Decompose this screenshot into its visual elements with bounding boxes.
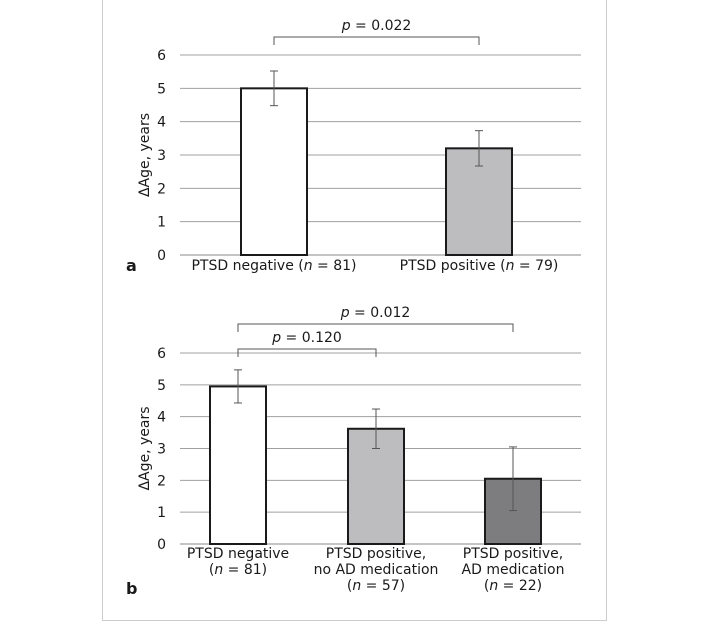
y-axis-label: ΔAge, years [137,113,153,197]
panel-label: a [126,256,137,275]
category-label: PTSD positive, [463,546,563,562]
chart-panel-a: 0 1 2 3 4 5 6 ΔAge, years PTSD negative (n = 81)… [126,18,581,275]
bar [240,87,308,257]
p-value-label: p = 0.120 [271,330,342,346]
y-tick-label: 3 [157,442,166,458]
p-value-label: p = 0.022 [341,18,412,34]
y-tick-label: 0 [157,248,166,264]
y-tick-label: 2 [157,181,166,197]
category-label: PTSD negative (n = 81) [191,258,356,274]
y-tick-label: 2 [157,473,166,489]
bar [209,385,267,545]
category-label: (n = 57) [347,578,405,594]
y-tick-label: 5 [157,81,166,97]
y-tick-label: 6 [157,48,166,64]
panel-label: b [126,579,137,598]
category-label: (n = 81) [209,562,267,578]
category-label: PTSD positive (n = 79) [400,258,559,274]
p-value-label: p = 0.012 [340,305,411,321]
y-tick-label: 1 [157,505,166,521]
y-tick-label: 3 [157,148,166,164]
significance-bracket [273,36,480,45]
category-label: no AD medication [314,562,439,578]
y-axis-label: ΔAge, years [137,406,153,490]
y-tick-label: 1 [157,215,166,231]
significance-bracket [237,323,514,332]
category-label: AD medication [462,562,565,578]
y-tick-label: 4 [157,115,166,131]
category-label: PTSD negative [187,546,289,562]
y-tick-label: 5 [157,378,166,394]
category-label: (n = 22) [484,578,542,594]
significance-bracket [237,348,377,357]
y-tick-label: 0 [157,537,166,553]
chart-panel-b: 0 1 2 3 4 5 6 ΔAge, years PTSD negative(n = 81) P… [126,305,581,598]
figure-frame [102,0,607,621]
y-tick-label: 4 [157,410,166,426]
category-label: PTSD positive, [326,546,426,562]
y-tick-label: 6 [157,346,166,362]
